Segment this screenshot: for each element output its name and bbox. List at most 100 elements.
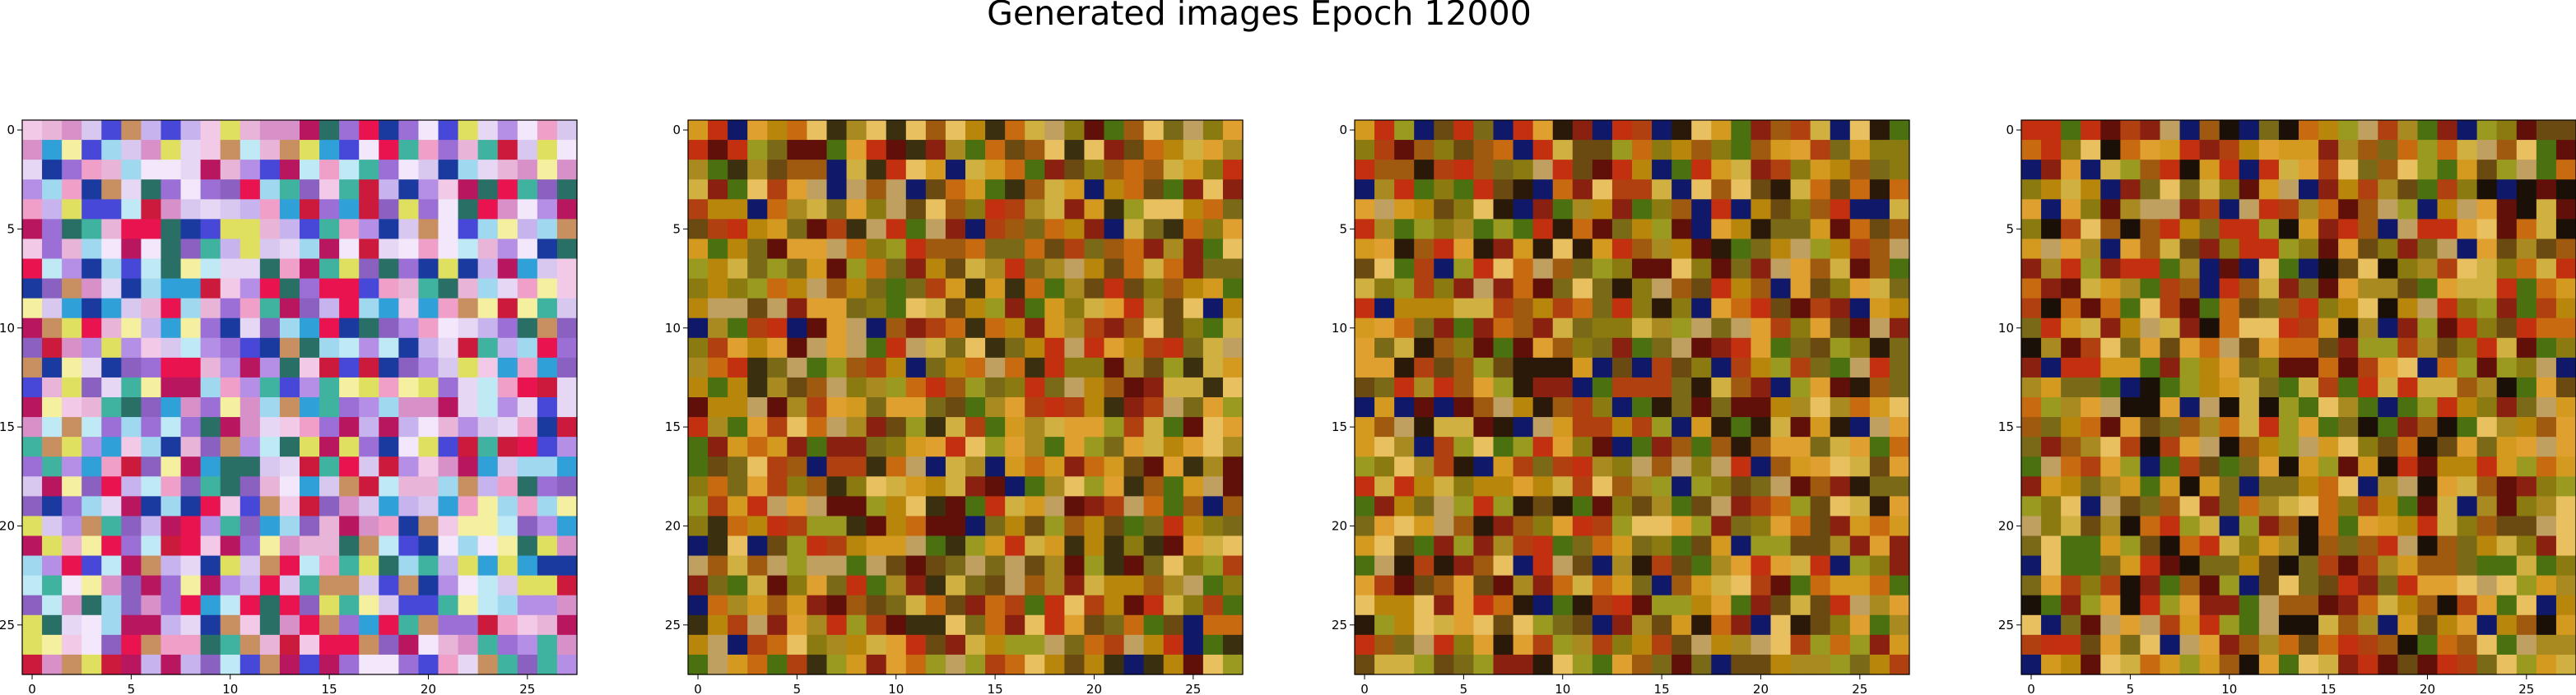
heatmap-cell — [2417, 377, 2439, 398]
heatmap-cell — [2081, 614, 2101, 636]
heatmap-cell — [1143, 337, 1165, 359]
heatmap-cell — [458, 160, 479, 180]
heatmap-cell — [767, 456, 788, 477]
heatmap-cell — [1751, 614, 1772, 636]
heatmap-cell — [1889, 575, 1910, 596]
heatmap-cell — [2437, 397, 2458, 418]
heatmap-cell — [1592, 179, 1613, 200]
heatmap-cell — [2239, 496, 2260, 517]
heatmap-cell — [1552, 179, 1574, 200]
heatmap-cell — [2318, 377, 2339, 398]
heatmap-cell — [1044, 437, 1065, 457]
heatmap-cell — [747, 634, 768, 656]
heatmap-cell — [826, 160, 848, 180]
heatmap-cell — [477, 575, 499, 596]
heatmap-cell — [1084, 476, 1105, 497]
heatmap-cell — [688, 496, 709, 517]
heatmap-cell — [1222, 575, 1244, 596]
heatmap-cell — [2179, 496, 2201, 517]
heatmap-cell — [807, 614, 828, 636]
heatmap-cell — [2397, 555, 2419, 577]
heatmap-cell — [458, 258, 479, 280]
heatmap-cell — [62, 654, 82, 675]
heatmap-cell — [2140, 575, 2161, 596]
heatmap-cell — [2179, 357, 2201, 378]
heatmap-cell — [1849, 160, 1871, 180]
heatmap-cell — [1889, 140, 1910, 160]
heatmap-cell — [141, 476, 162, 497]
heatmap-cell — [537, 437, 558, 457]
heatmap-cell — [1434, 397, 1454, 418]
heatmap-cell — [2061, 595, 2081, 616]
heatmap-cell — [1163, 317, 1184, 339]
heatmap-cell — [2239, 239, 2260, 260]
heatmap-cell — [1374, 258, 1395, 280]
heatmap-cell — [2179, 555, 2201, 577]
heatmap-cell — [1652, 417, 1672, 438]
heatmap-cell — [1652, 179, 1672, 200]
heatmap-cell — [121, 377, 142, 398]
heatmap-cell — [2100, 417, 2121, 438]
heatmap-cell — [2417, 575, 2439, 596]
heatmap-cell — [1453, 357, 1475, 378]
heatmap-cell — [1064, 337, 1086, 359]
heatmap-cell — [1532, 654, 1554, 675]
heatmap-cell — [398, 298, 420, 319]
heatmap-cell — [767, 496, 788, 517]
heatmap-cell — [787, 397, 808, 418]
heatmap-cell — [1672, 634, 1692, 656]
heatmap-cell — [497, 575, 518, 596]
heatmap-cell — [2536, 634, 2557, 656]
heatmap-cell — [2417, 516, 2439, 537]
heatmap-cell — [886, 595, 907, 616]
heatmap-cell — [1592, 634, 1613, 656]
heatmap-cell — [359, 516, 379, 537]
heatmap-cell — [1493, 496, 1514, 517]
heatmap-cell — [1592, 516, 1613, 537]
heatmap-cell — [2239, 298, 2260, 319]
heatmap-cell — [220, 160, 241, 180]
heatmap-cell — [279, 219, 300, 240]
heatmap-cell — [2041, 496, 2062, 517]
heatmap-cell — [1552, 397, 1574, 418]
heatmap-cell — [2318, 417, 2339, 438]
heatmap-cell — [2338, 535, 2359, 557]
heatmap-cell — [1434, 337, 1454, 359]
heatmap-cell — [1025, 654, 1045, 675]
heatmap-cell — [2496, 239, 2518, 260]
heatmap-cell — [239, 614, 261, 636]
heatmap-cell — [418, 140, 439, 160]
heatmap-cell — [1143, 456, 1165, 477]
heatmap-cell — [359, 476, 379, 497]
heatmap-cell — [101, 595, 122, 616]
heatmap-cell — [339, 634, 360, 656]
heatmap-cell — [398, 456, 420, 477]
heatmap-cell — [965, 595, 986, 616]
heatmap-cell — [2318, 199, 2339, 220]
heatmap-cell — [300, 496, 320, 517]
heatmap-cell — [2476, 317, 2498, 339]
heatmap-cell — [379, 199, 399, 220]
heatmap-cell — [300, 179, 320, 200]
heatmap-cell — [2120, 634, 2141, 656]
heatmap-cell — [728, 337, 748, 359]
heatmap-cell — [1044, 179, 1065, 200]
heatmap-cell — [708, 357, 728, 378]
heatmap-cell — [886, 120, 907, 141]
heatmap-cell — [1711, 535, 1732, 557]
heatmap-cell — [1084, 397, 1105, 418]
heatmap-cell — [1611, 298, 1633, 319]
heatmap-cell — [1374, 317, 1395, 339]
heatmap-cell — [1005, 516, 1025, 537]
heatmap-cell — [2140, 199, 2161, 220]
heatmap-cell — [319, 555, 340, 577]
heatmap-cell — [826, 614, 848, 636]
heatmap-cell — [101, 417, 122, 438]
heatmap-cell — [1355, 199, 1375, 220]
heatmap-cell — [747, 654, 768, 675]
heatmap-cell — [1632, 377, 1653, 398]
heatmap-cell — [826, 317, 848, 339]
heatmap-cell — [2338, 516, 2359, 537]
heatmap-cell — [1572, 298, 1593, 319]
